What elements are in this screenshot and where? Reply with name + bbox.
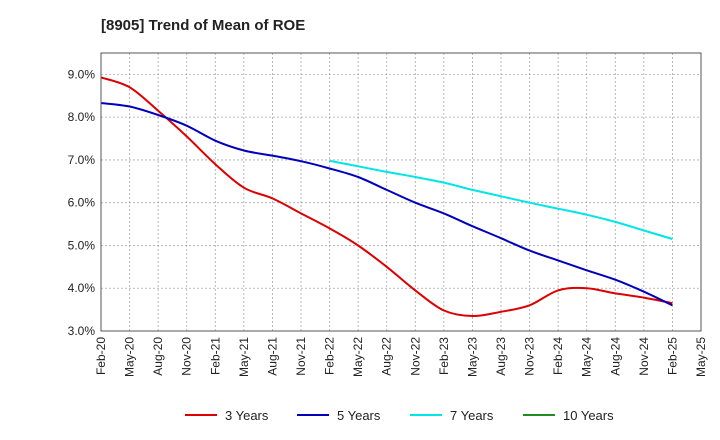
legend-label: 7 Years — [450, 408, 494, 423]
x-tick-label: May-22 — [351, 337, 365, 377]
series-line-5-years — [100, 102, 673, 307]
legend-label: 3 Years — [225, 408, 269, 423]
legend-item-7-years: 7 Years — [410, 408, 494, 423]
y-tick-label: 3.0% — [68, 324, 96, 338]
x-tick-label: Nov-22 — [408, 337, 422, 376]
x-tick-label: May-24 — [580, 337, 594, 377]
legend-item-10-years: 10 Years — [523, 408, 614, 423]
legend-label: 5 Years — [337, 408, 381, 423]
x-tick-label: Nov-23 — [523, 337, 537, 376]
legend: 3 Years 5 Years 7 Years 10 Years — [185, 408, 614, 423]
x-tick-label: Aug-21 — [265, 337, 279, 376]
x-tick-label: Nov-24 — [637, 337, 651, 376]
legend-item-5-years: 5 Years — [297, 408, 381, 423]
legend-label: 10 Years — [563, 408, 614, 423]
y-tick-label: 4.0% — [68, 281, 96, 295]
axis-labels: Feb-20 May-20 Aug-20 Nov-20 Feb-21 May-21 Aug-… — [68, 67, 708, 377]
plot-frame — [100, 52, 702, 332]
chart-title: [8905] Trend of Mean of ROE — [101, 17, 305, 34]
x-tick-label: Aug-23 — [494, 337, 508, 376]
x-tick-label: Aug-24 — [608, 337, 622, 376]
x-tick-label: Feb-23 — [437, 337, 451, 375]
x-tick-label: Feb-25 — [665, 337, 679, 375]
y-tick-label: 8.0% — [68, 110, 96, 124]
y-tick-label: 9.0% — [68, 67, 96, 81]
y-tick-label: 7.0% — [68, 153, 96, 167]
series-line-3-years — [100, 76, 673, 318]
x-tick-label: May-20 — [123, 337, 137, 377]
x-tick-label: Feb-20 — [94, 337, 108, 375]
x-tick-label: Nov-20 — [180, 337, 194, 376]
x-tick-label: Feb-22 — [323, 337, 337, 375]
grid-layer — [101, 53, 701, 332]
x-tick-label: Aug-22 — [380, 337, 394, 376]
x-tick-label: Feb-21 — [208, 337, 222, 375]
x-tick-label: May-25 — [694, 337, 708, 377]
legend-item-3-years: 3 Years — [185, 408, 269, 423]
series-layer — [100, 76, 673, 318]
x-tick-label: Nov-21 — [294, 337, 308, 376]
y-tick-label: 5.0% — [68, 238, 96, 252]
x-tick-label: May-23 — [465, 337, 479, 377]
x-tick-label: Aug-20 — [151, 337, 165, 376]
y-tick-label: 6.0% — [68, 196, 96, 210]
x-tick-label: May-21 — [237, 337, 251, 377]
series-line-7-years — [329, 159, 673, 240]
x-tick-label: Feb-24 — [551, 337, 565, 375]
